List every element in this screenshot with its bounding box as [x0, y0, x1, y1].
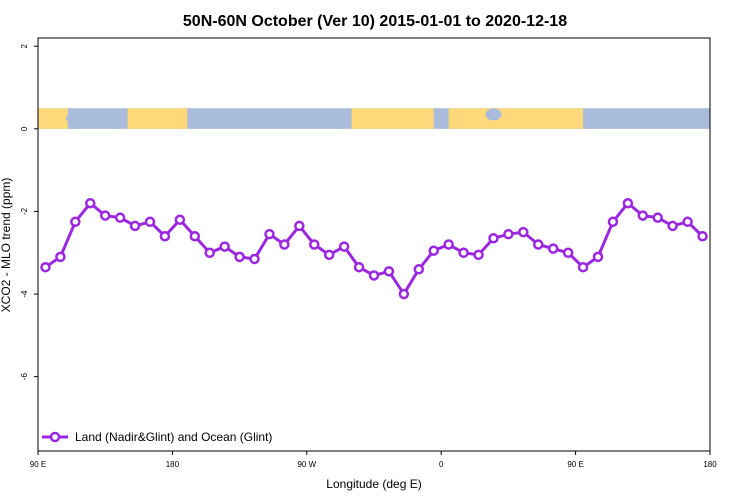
y-tick-label: -6	[20, 373, 29, 381]
data-point	[85, 197, 96, 209]
data-point	[592, 251, 604, 263]
data-point	[234, 251, 245, 263]
data-point	[309, 239, 320, 250]
chart-title: 50N-60N October (Ver 10) 2015-01-01 to 2…	[183, 13, 567, 30]
x-tick-label: 180	[703, 460, 717, 469]
data-point	[368, 270, 380, 281]
data-point	[697, 230, 708, 242]
data-point	[682, 216, 693, 228]
data-point	[129, 220, 141, 232]
data-point	[607, 216, 619, 228]
data-point	[533, 239, 544, 250]
data-point	[174, 214, 186, 225]
y-tick-label: 2	[20, 43, 29, 48]
map-land	[127, 108, 188, 129]
data-point	[622, 197, 634, 209]
x-tick-label: 180	[166, 460, 180, 469]
legend: Land (Nadir&Glint) and Ocean (Glint)	[42, 430, 272, 444]
data-point	[577, 261, 589, 273]
y-tick-label: -2	[20, 207, 29, 215]
data-point	[144, 216, 156, 228]
data-point	[458, 247, 469, 259]
data-point	[40, 261, 51, 273]
data-point	[55, 251, 66, 263]
data-point	[249, 253, 260, 265]
data-point	[398, 288, 410, 300]
data-point	[518, 226, 529, 238]
x-tick-label: 90 E	[567, 460, 583, 469]
data-point	[562, 247, 574, 259]
map-strip	[38, 108, 710, 129]
data-point	[488, 233, 499, 244]
data-point	[338, 241, 350, 252]
x-axis: 90 E 180 90 W 0 90 E 180	[30, 451, 717, 469]
data-point	[204, 247, 215, 259]
legend-marker-swatch	[49, 431, 61, 443]
x-axis-label: Longitude (deg E)	[326, 477, 421, 491]
x-tick-label: 90 W	[297, 460, 316, 469]
legend-label: Land (Nadir&Glint) and Ocean (Glint)	[75, 430, 272, 444]
map-inlet	[278, 114, 299, 127]
data-point	[547, 243, 559, 254]
map-land	[351, 108, 434, 129]
data-point	[159, 230, 171, 242]
data-point	[99, 210, 111, 221]
data-point	[353, 261, 365, 273]
data-point	[279, 239, 290, 250]
data-point	[70, 216, 81, 228]
data-point	[294, 220, 305, 232]
data-point	[667, 220, 678, 232]
data-point	[473, 249, 484, 261]
plot-frame	[37, 37, 711, 452]
map-inlet	[197, 110, 222, 123]
y-tick-label: 0	[20, 126, 29, 131]
data-point	[652, 212, 663, 223]
x-tick-label: 90 E	[30, 460, 46, 469]
data-point	[413, 264, 425, 275]
map-inlet	[585, 110, 626, 123]
map-land	[38, 108, 68, 129]
series-layer	[40, 197, 708, 300]
y-axis: 2 0 -2 -4 -6	[20, 43, 38, 380]
map-inlet	[65, 112, 94, 125]
data-point	[383, 266, 395, 277]
data-point	[428, 245, 439, 256]
data-point	[637, 210, 649, 221]
data-point	[189, 230, 201, 242]
data-point	[219, 241, 230, 252]
map-land	[448, 108, 584, 129]
map-inlet	[485, 108, 502, 121]
data-point	[114, 212, 126, 223]
data-point	[264, 228, 275, 240]
x-tick-label: 0	[439, 460, 444, 469]
y-tick-label: -4	[20, 290, 29, 298]
y-axis-label: XCO2 - MLO trend (ppm)	[0, 178, 13, 313]
data-point	[503, 228, 514, 240]
data-point	[443, 239, 454, 250]
data-point	[323, 249, 335, 261]
